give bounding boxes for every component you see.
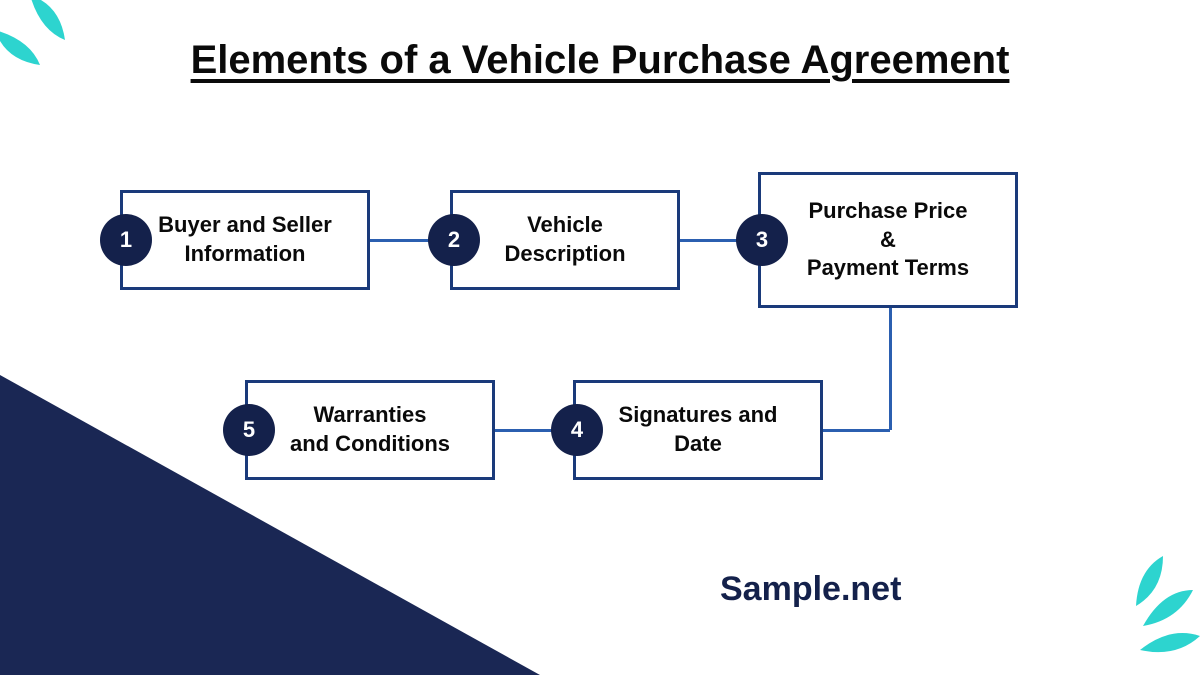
flow-box-3: Purchase Price&Payment Terms bbox=[758, 172, 1018, 308]
page-title: Elements of a Vehicle Purchase Agreement bbox=[191, 38, 1010, 83]
step-badge-3: 3 bbox=[736, 214, 788, 266]
flow-box-4: Signatures andDate bbox=[573, 380, 823, 480]
footer-brand: Sample.net bbox=[720, 570, 901, 609]
flow-box-5: Warrantiesand Conditions bbox=[245, 380, 495, 480]
flow-box-label: VehicleDescription bbox=[504, 211, 625, 268]
flow-box-2: VehicleDescription bbox=[450, 190, 680, 290]
flow-box-label: Purchase Price&Payment Terms bbox=[807, 197, 969, 283]
flow-box-label: Buyer and SellerInformation bbox=[158, 211, 332, 268]
step-badge-4: 4 bbox=[551, 404, 603, 456]
connector-line bbox=[889, 308, 892, 430]
flow-box-label: Warrantiesand Conditions bbox=[290, 401, 450, 458]
connector-line bbox=[823, 429, 890, 432]
flow-box-label: Signatures andDate bbox=[619, 401, 778, 458]
step-badge-2: 2 bbox=[428, 214, 480, 266]
flow-box-1: Buyer and SellerInformation bbox=[120, 190, 370, 290]
leaf-icon-top-left bbox=[0, 0, 85, 85]
step-badge-5: 5 bbox=[223, 404, 275, 456]
leaf-icon-bottom-right bbox=[1108, 548, 1200, 678]
step-badge-1: 1 bbox=[100, 214, 152, 266]
